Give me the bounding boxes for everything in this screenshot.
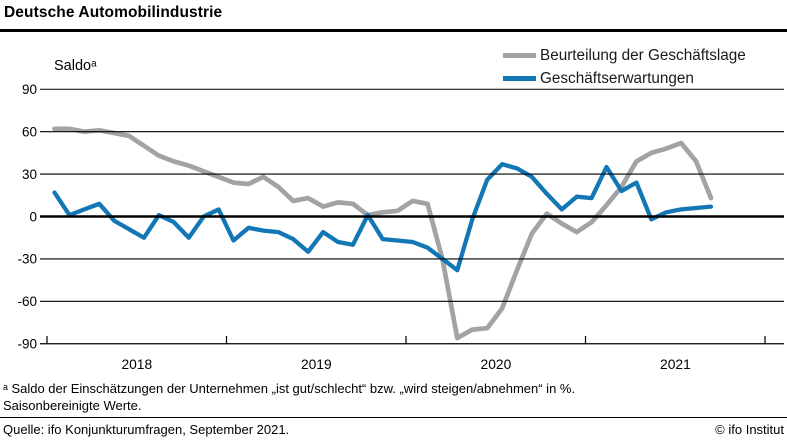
- y-tick-label: -30: [17, 252, 37, 267]
- source-row: Quelle: ifo Konjunkturumfragen, Septembe…: [3, 422, 784, 437]
- footnote-line-2: Saisonbereinigte Werte.: [3, 398, 142, 413]
- legend-entry: Beurteilung der Geschäftslage: [503, 44, 746, 67]
- source-rule: [0, 417, 787, 419]
- title-rule: [0, 29, 787, 32]
- source-text: Quelle: ifo Konjunkturumfragen, Septembe…: [3, 422, 290, 437]
- legend-label: Geschäftserwartungen: [540, 69, 694, 87]
- legend-entry: Geschäftserwartungen: [503, 67, 746, 90]
- legend-line-swatch: [503, 76, 536, 81]
- y-tick-label: 30: [22, 167, 37, 182]
- legend-label: Beurteilung der Geschäftslage: [540, 46, 746, 64]
- x-tick-label: 2020: [481, 357, 512, 372]
- y-tick-label: 0: [29, 209, 37, 224]
- copyright-text: © ifo Institut: [715, 422, 784, 437]
- legend: Beurteilung der Geschäftslage Geschäftser…: [503, 44, 746, 90]
- footnote-line-1: ᵃ Saldo der Einschätzungen der Unternehm…: [3, 381, 576, 396]
- series-line-geschaeftslage: [52, 126, 714, 341]
- y-tick-label: 60: [22, 124, 37, 139]
- chart-title: Deutsche Automobilindustrie: [4, 4, 223, 21]
- legend-line-swatch: [503, 53, 536, 58]
- x-tick-label: 2019: [301, 357, 332, 372]
- x-tick-label: 2018: [121, 357, 152, 372]
- y-tick-label: 90: [22, 82, 37, 97]
- y-tick-label: -90: [17, 337, 37, 352]
- y-tick-label: -60: [17, 294, 37, 309]
- x-tick-label: 2021: [660, 357, 691, 372]
- y-axis-title: Saldoᵃ: [54, 58, 97, 74]
